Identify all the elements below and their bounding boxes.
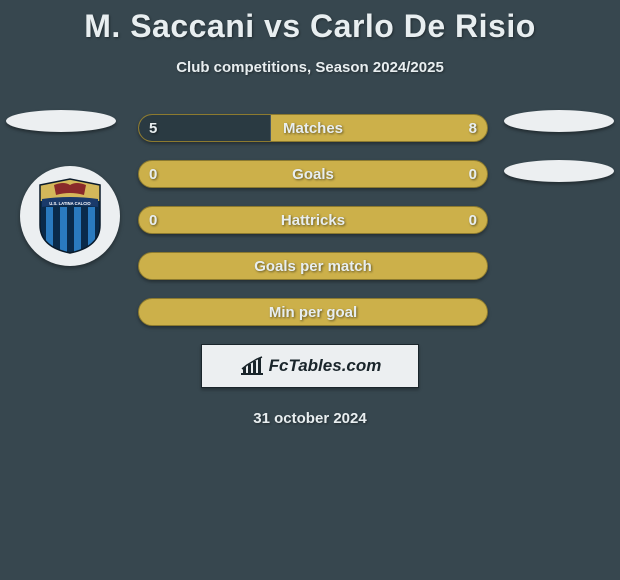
stat-label: Min per goal (269, 304, 357, 321)
stat-bar-left-fill (139, 115, 271, 141)
stat-label: Matches (283, 120, 343, 137)
stat-bar-hattricks: 0 Hattricks 0 (138, 206, 488, 234)
club-badge: U.S. LATINA CALCIO (20, 166, 120, 266)
chart-icon (239, 355, 265, 377)
bar-column: 5 Matches 8 0 Goals 0 0 Hattricks 0 Goal… (138, 114, 488, 326)
stat-label: Goals per match (254, 258, 372, 275)
shield-icon: U.S. LATINA CALCIO (36, 177, 104, 255)
date-line: 31 october 2024 (0, 410, 620, 427)
page-title: M. Saccani vs Carlo De Risio (0, 0, 620, 45)
stat-label: Hattricks (281, 212, 345, 229)
stat-bar-mpg: Min per goal (138, 298, 488, 326)
stat-bar-matches: 5 Matches 8 (138, 114, 488, 142)
stat-left-value: 0 (149, 212, 157, 229)
player-right-pill-1 (504, 110, 614, 132)
svg-text:U.S. LATINA CALCIO: U.S. LATINA CALCIO (49, 201, 91, 206)
stat-right-value: 0 (469, 166, 477, 183)
player-right-pill-2 (504, 160, 614, 182)
player-left-pill (6, 110, 116, 132)
brand-box: FcTables.com (201, 344, 419, 388)
stat-label: Goals (292, 166, 334, 183)
stat-right-value: 8 (469, 120, 477, 137)
stat-bar-gpm: Goals per match (138, 252, 488, 280)
stats-area: U.S. LATINA CALCIO 5 Matches 8 0 Goals 0… (0, 114, 620, 326)
stat-left-value: 5 (149, 120, 157, 137)
stat-left-value: 0 (149, 166, 157, 183)
stat-right-value: 0 (469, 212, 477, 229)
stat-bar-goals: 0 Goals 0 (138, 160, 488, 188)
subtitle: Club competitions, Season 2024/2025 (0, 59, 620, 76)
brand-text: FcTables.com (269, 356, 382, 376)
